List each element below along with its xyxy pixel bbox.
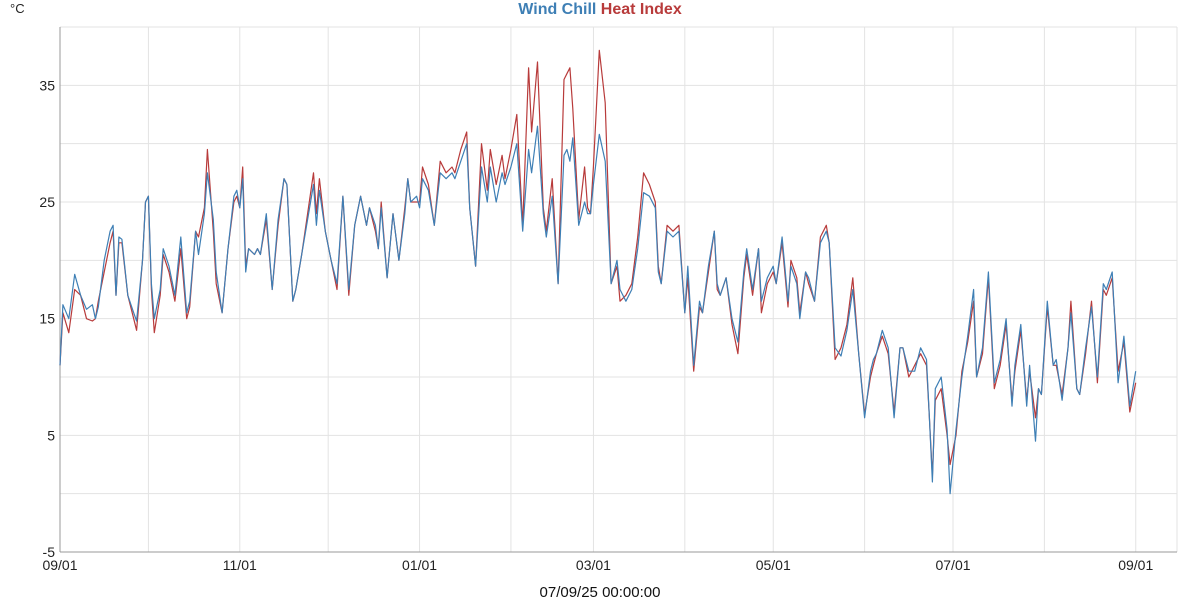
x-tick-label: 05/01 xyxy=(756,557,791,573)
x-tick-label: 01/01 xyxy=(402,557,437,573)
x-tick-label: 07/01 xyxy=(935,557,970,573)
y-tick-label: 25 xyxy=(39,194,55,210)
y-tick-labels: -5 5 15 25 35 xyxy=(39,77,55,560)
y-axis-unit: °C xyxy=(10,1,25,16)
chart-title: Wind Chill Heat Index xyxy=(0,1,1200,19)
x-tick-label: 09/01 xyxy=(42,557,77,573)
title-wind-chill: Wind Chill xyxy=(518,1,597,18)
axes xyxy=(59,27,1177,553)
series-lines xyxy=(59,49,1137,495)
heat-index-line xyxy=(59,49,1137,477)
x-tick-label: 09/01 xyxy=(1118,557,1153,573)
timestamp: 07/09/25 00:00:00 xyxy=(539,584,661,601)
y-tick-label: -5 xyxy=(43,544,56,560)
x-tick-labels: 09/01 11/01 01/01 03/01 05/01 07/01 09/01 xyxy=(42,557,1153,573)
y-tick-label: 15 xyxy=(39,311,55,327)
x-tick-label: 03/01 xyxy=(576,557,611,573)
y-tick-label: 5 xyxy=(47,427,55,443)
wind-chill-line xyxy=(59,125,1137,495)
y-tick-label: 35 xyxy=(39,77,55,93)
x-tick-label: 11/01 xyxy=(223,557,257,573)
grid xyxy=(59,26,1178,552)
title-heat-index: Heat Index xyxy=(600,1,682,18)
